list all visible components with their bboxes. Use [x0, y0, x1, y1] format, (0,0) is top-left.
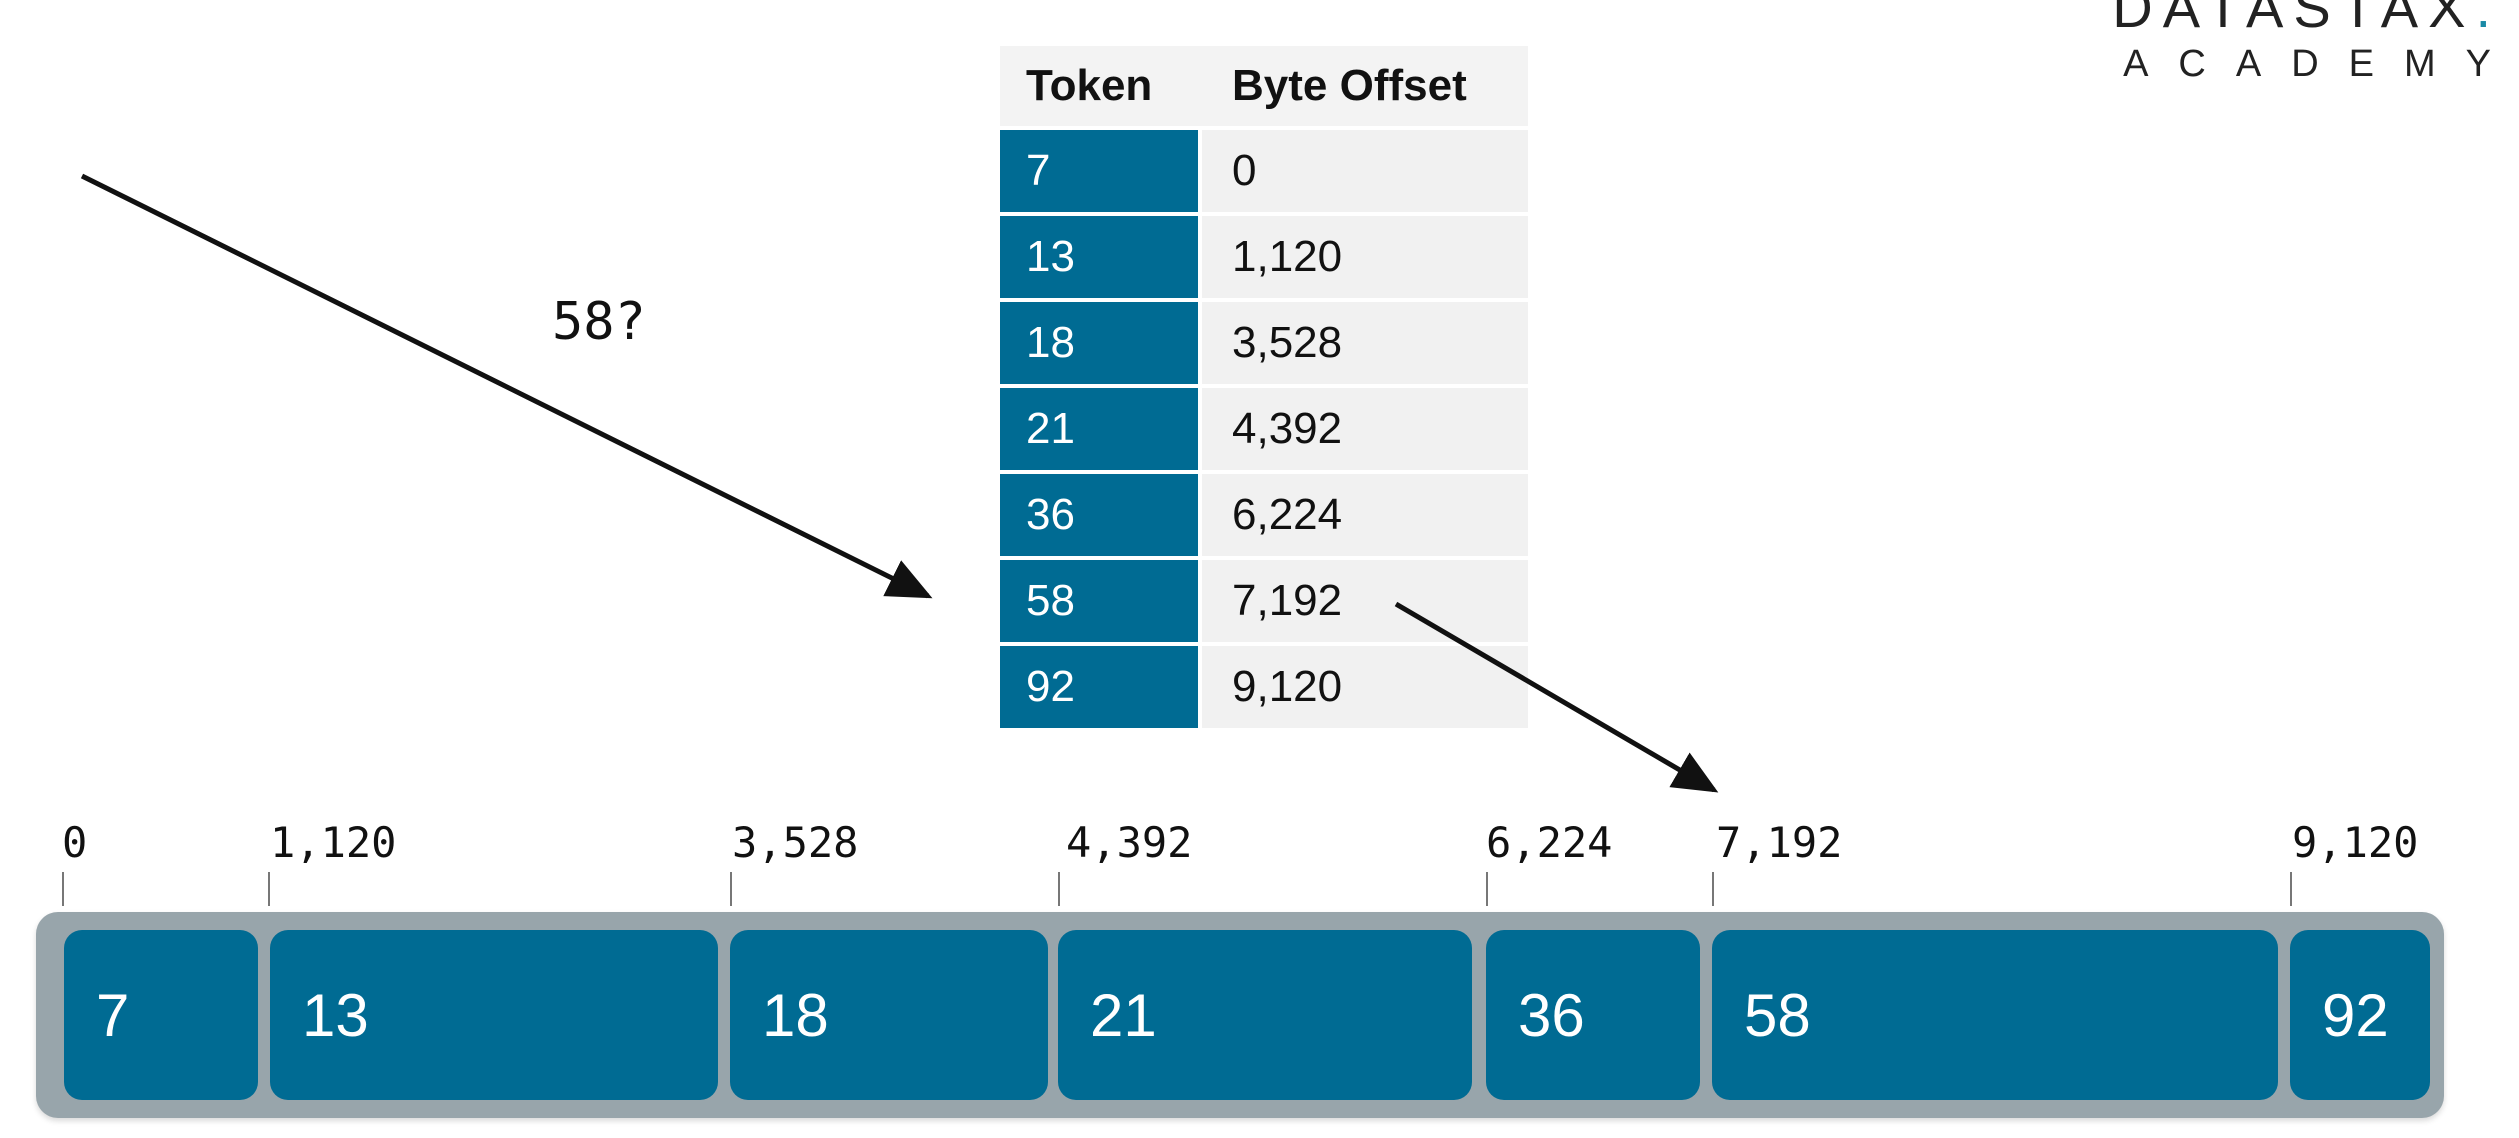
token-cell: 36 [1000, 474, 1202, 556]
partition-block: 58 [1712, 930, 2278, 1100]
offset-cell: 9,120 [1202, 646, 1528, 728]
token-cell: 7 [1000, 130, 1202, 212]
partition-block: 36 [1486, 930, 1700, 1100]
table-row: 7 0 [1000, 130, 1528, 212]
offset-label: 3,528 [732, 818, 859, 867]
offset-label: 4,392 [1066, 818, 1193, 867]
offset-tick [268, 872, 270, 906]
partition-block: 7 [64, 930, 258, 1100]
table-row: 92 9,120 [1000, 646, 1528, 728]
offset-label: 9,120 [2292, 818, 2419, 867]
table-header-row: Token Byte Offset [1000, 46, 1528, 126]
partition-index-table: Token Byte Offset 7 0 13 1,120 18 3,528 … [1000, 42, 1528, 732]
table-row: 36 6,224 [1000, 474, 1528, 556]
offset-tick [1712, 872, 1714, 906]
offset-label: 0 [62, 818, 88, 867]
token-cell: 58 [1000, 560, 1202, 642]
partition-block: 13 [270, 930, 718, 1100]
header-token: Token [1000, 46, 1202, 126]
token-cell: 92 [1000, 646, 1202, 728]
offset-tick [1058, 872, 1060, 906]
logo-subtitle: ACADEMY [2123, 43, 2519, 85]
offset-tick [1486, 872, 1488, 906]
table-row: 18 3,528 [1000, 302, 1528, 384]
offset-cell: 1,120 [1202, 216, 1528, 298]
offset-cell: 7,192 [1202, 560, 1528, 642]
table-row: 13 1,120 [1000, 216, 1528, 298]
token-cell: 21 [1000, 388, 1202, 470]
header-byte-offset: Byte Offset [1202, 46, 1528, 126]
partition-block: 92 [2290, 930, 2430, 1100]
offset-tick [730, 872, 732, 906]
lookup-arrow-to-index [80, 173, 933, 599]
offset-label: 7,192 [1716, 818, 1843, 867]
logo-word-text: DATASTAX [2112, 0, 2476, 39]
table-row: 21 4,392 [1000, 388, 1528, 470]
partition-block: 18 [730, 930, 1048, 1100]
token-cell: 13 [1000, 216, 1202, 298]
partition-block: 21 [1058, 930, 1472, 1100]
offset-label: 6,224 [1486, 818, 1613, 867]
table-row: 58 7,192 [1000, 560, 1528, 642]
logo-wordmark: DATASTAX. [2041, 0, 2501, 38]
offset-cell: 4,392 [1202, 388, 1528, 470]
offset-cell: 0 [1202, 130, 1528, 212]
token-cell: 18 [1000, 302, 1202, 384]
offset-cell: 3,528 [1202, 302, 1528, 384]
offset-tick [2290, 872, 2292, 906]
offset-tick [62, 872, 64, 906]
seek-arrow-to-data [1394, 601, 1719, 793]
query-token-label: 58? [552, 292, 646, 352]
offset-label: 1,120 [270, 818, 397, 867]
logo-dot: . [2475, 0, 2501, 39]
datastax-academy-logo: DATASTAX. ACADEMY [2041, 0, 2501, 86]
offset-cell: 6,224 [1202, 474, 1528, 556]
